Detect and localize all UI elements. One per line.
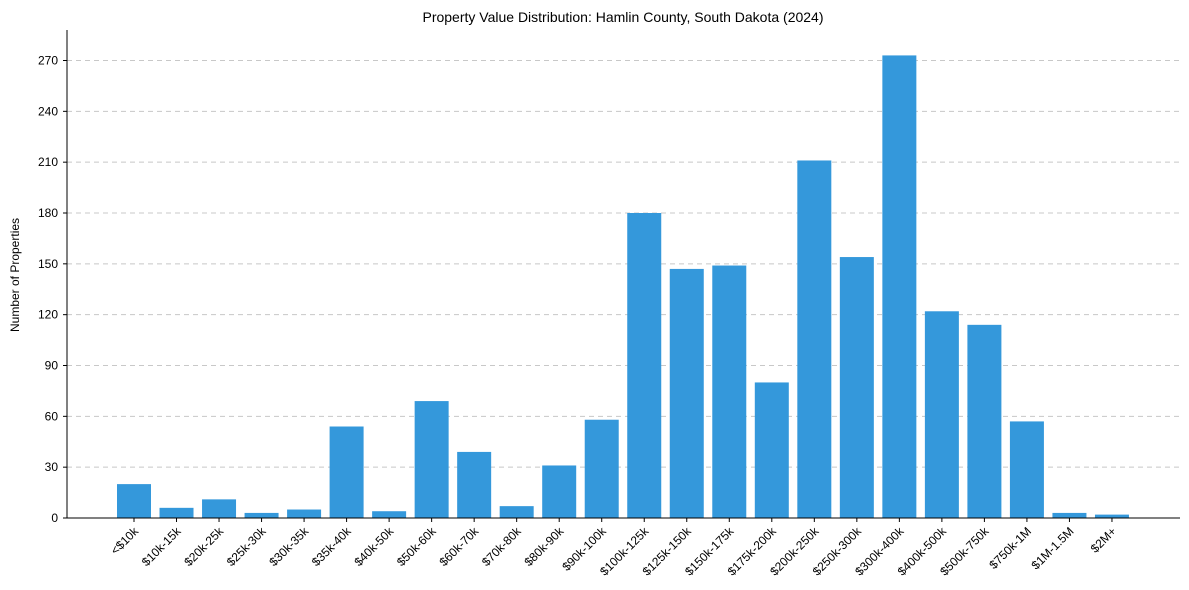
y-tick-label: 60 bbox=[45, 409, 59, 423]
bar bbox=[159, 507, 194, 518]
bar bbox=[329, 426, 364, 518]
bar bbox=[839, 257, 874, 518]
y-tick-label: 180 bbox=[38, 206, 58, 220]
bar bbox=[287, 509, 322, 518]
y-axis-label: Number of Properties bbox=[8, 218, 22, 332]
x-tick-label: <$10k bbox=[108, 524, 142, 558]
y-tick-label: 90 bbox=[45, 359, 59, 373]
bar bbox=[542, 465, 577, 518]
x-tick-label: $50k-60k bbox=[394, 524, 440, 570]
bar bbox=[1009, 421, 1044, 518]
y-grid bbox=[67, 60, 1180, 468]
bar bbox=[967, 324, 1002, 518]
bar bbox=[244, 512, 279, 518]
y-tick-label: 210 bbox=[38, 155, 58, 169]
y-tick-label: 30 bbox=[45, 460, 59, 474]
bar bbox=[882, 55, 917, 519]
x-tick-label: $35k-40k bbox=[309, 524, 355, 570]
x-tick-label: $10k-15k bbox=[139, 524, 185, 570]
y-tick-label: 240 bbox=[38, 104, 58, 118]
bar bbox=[797, 160, 832, 518]
x-axis-ticks: <$10k$10k-15k$20k-25k$25k-30k$30k-35k$35… bbox=[108, 518, 1119, 578]
chart-title: Property Value Distribution: Hamlin Coun… bbox=[422, 9, 823, 25]
x-tick-label: $750k-1M bbox=[986, 524, 1034, 572]
bar bbox=[754, 382, 789, 518]
bar bbox=[117, 484, 151, 518]
bar bbox=[202, 499, 237, 518]
y-tick-label: 270 bbox=[38, 54, 58, 68]
bar bbox=[627, 213, 662, 518]
bar bbox=[457, 451, 492, 518]
x-tick-label: $60k-70k bbox=[436, 524, 482, 570]
bar bbox=[1094, 514, 1129, 518]
y-tick-label: 150 bbox=[38, 257, 58, 271]
x-tick-label: $25k-30k bbox=[224, 524, 270, 570]
x-tick-label: $1M-1.5M bbox=[1028, 524, 1076, 572]
bar bbox=[712, 265, 747, 518]
y-tick-label: 120 bbox=[38, 308, 58, 322]
bar bbox=[924, 311, 959, 518]
y-tick-label: 0 bbox=[51, 511, 58, 525]
x-tick-label: $2M+ bbox=[1088, 524, 1119, 555]
bars bbox=[117, 55, 1129, 519]
x-tick-label: $20k-25k bbox=[181, 524, 227, 570]
bar bbox=[372, 511, 407, 518]
x-tick-label: $30k-35k bbox=[266, 524, 312, 570]
bar bbox=[584, 419, 619, 518]
x-tick-label: $70k-80k bbox=[479, 524, 525, 570]
bar bbox=[1052, 512, 1087, 518]
bar bbox=[414, 401, 449, 518]
bar bbox=[499, 506, 534, 518]
bar bbox=[669, 268, 704, 518]
x-tick-label: $40k-50k bbox=[351, 524, 397, 570]
y-axis-ticks: 0 30 60 90 120 150 180 210 240 270 bbox=[38, 54, 67, 525]
